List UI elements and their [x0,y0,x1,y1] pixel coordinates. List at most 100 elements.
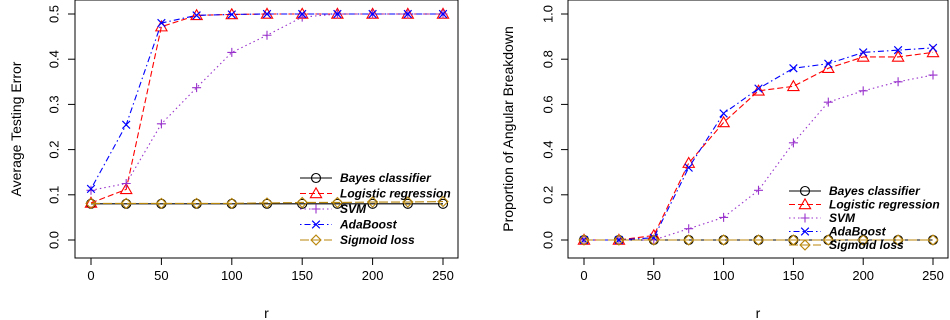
data-point [821,61,835,74]
data-point [789,63,798,73]
data-point [682,234,695,246]
series-adaboost [86,9,448,194]
data-point [717,234,730,246]
data-point [893,45,903,55]
data-point [84,196,98,208]
data-point [857,234,869,246]
legend-marker [799,185,811,197]
x-tick-label: 200 [852,268,874,283]
data-point [333,9,342,19]
x-tick-label: 150 [291,268,313,283]
data-point [120,197,132,210]
data-point [227,10,237,19]
series-logistic-regression [577,45,940,245]
legend-item: Logistic regression [789,198,940,212]
y-tick-label: 0.2 [47,141,62,159]
data-point [85,197,97,210]
data-point [262,30,272,40]
y-tick-label: 0.0 [47,231,62,249]
series-sigmoid-loss [85,195,449,210]
series-svm [86,9,448,195]
legend-item: Logistic regression [300,187,451,201]
legend-item: Bayes classifier [300,171,432,185]
data-point [719,212,729,222]
plot-frame [567,0,949,259]
series-line [90,13,443,190]
x-axis-title: r [756,305,761,320]
data-point [119,182,133,195]
legend-label: Logistic regression [829,198,940,212]
data-point [190,197,203,210]
data-point [717,115,731,128]
y-axis-title: Proportion of Angular Breakdown [500,26,516,231]
series-adaboost [579,43,938,245]
data-point [891,50,905,62]
data-point [403,9,413,19]
data-point [858,48,868,57]
y-tick-label: 0.3 [47,95,62,113]
series-line [584,47,934,241]
data-point [824,59,833,68]
data-point [786,79,800,92]
data-point [437,198,449,209]
y-tick-label: 0.2 [541,186,556,204]
data-point [613,234,625,246]
series-sigmoid-loss [578,234,939,246]
y-tick-label: 0.5 [47,5,62,23]
series-svm [579,70,938,245]
legend-item: AdaBoost [789,225,887,239]
data-point [823,97,833,107]
x-tick-label: 150 [783,268,805,283]
data-point [331,196,344,209]
x-tick-label: 200 [362,268,384,283]
x-tick-label: 0 [580,268,587,283]
y-tick-label: 0.8 [541,50,556,68]
x-tick-label: 100 [221,268,243,283]
data-point [332,198,343,209]
y-axis-title: Average Testing Error [8,61,24,196]
data-point [926,45,940,58]
series-line [90,13,443,191]
legend-label: Bayes classifier [829,184,921,198]
y-tick-label: 0.0 [541,231,556,249]
data-point [226,197,238,210]
data-point [225,7,239,20]
legend-label: Sigmoid loss [829,238,904,252]
y-tick-label: 1.0 [541,5,556,23]
x-tick-label: 250 [922,268,944,283]
data-point [156,119,166,129]
data-point [190,8,204,21]
legend-marker [310,234,322,246]
data-point [927,234,939,246]
data-point [684,163,693,172]
data-point [858,86,868,96]
data-point [928,70,938,80]
x-tick-label: 50 [154,268,168,283]
chart-panel-1: 0 50 100 150 200 250 0.0 0.1 0.2 0.3 0.4 0.5 r Averag… [8,0,459,320]
data-point [437,195,449,208]
data-point [86,184,96,194]
data-point [928,43,938,53]
series-line [91,201,444,204]
data-point [754,185,763,195]
x-tick-label: 100 [713,268,735,283]
y-tick-label: 0.1 [47,186,62,204]
legend-item: Sigmoid loss [300,233,415,247]
data-point [261,197,273,209]
legend-marker [800,213,810,223]
legend-label: SVM [829,211,856,225]
plot-frame [74,0,459,259]
data-point [856,50,870,62]
legend-marker [311,204,321,214]
data-point [578,234,590,246]
data-point [892,234,904,246]
data-point [402,196,414,208]
legend-item: AdaBoost [300,218,398,232]
x-axis-title: r [264,305,269,320]
legend-item: SVM [789,211,856,225]
chart-panel-2: 0 50 100 150 200 250 0.0 0.2 0.4 0.6 0.8 1.0 r Propor… [500,0,949,320]
data-point [157,18,166,28]
data-point [893,77,903,87]
data-point [192,11,201,20]
